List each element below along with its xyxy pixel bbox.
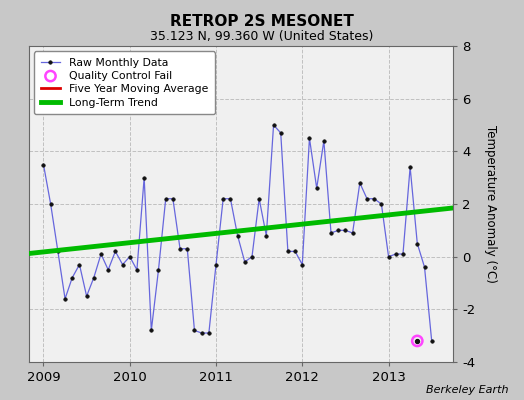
Raw Monthly Data	[184, 246, 190, 251]
Text: 35.123 N, 99.360 W (United States): 35.123 N, 99.360 W (United States)	[150, 30, 374, 43]
Text: Berkeley Earth: Berkeley Earth	[426, 385, 508, 395]
Quality Control Fail	[413, 338, 421, 344]
Raw Monthly Data	[134, 268, 140, 272]
Raw Monthly Data	[429, 338, 435, 343]
Y-axis label: Temperature Anomaly (°C): Temperature Anomaly (°C)	[484, 125, 497, 283]
Raw Monthly Data	[40, 162, 47, 167]
Legend: Raw Monthly Data, Quality Control Fail, Five Year Moving Average, Long-Term Tren: Raw Monthly Data, Quality Control Fail, …	[34, 52, 215, 114]
Line: Raw Monthly Data: Raw Monthly Data	[42, 123, 433, 343]
Raw Monthly Data	[392, 252, 399, 256]
Raw Monthly Data	[270, 122, 277, 127]
Raw Monthly Data	[421, 265, 428, 270]
Raw Monthly Data	[112, 249, 118, 254]
Point	[413, 338, 421, 344]
Text: RETROP 2S MESONET: RETROP 2S MESONET	[170, 14, 354, 29]
Raw Monthly Data	[83, 294, 90, 298]
